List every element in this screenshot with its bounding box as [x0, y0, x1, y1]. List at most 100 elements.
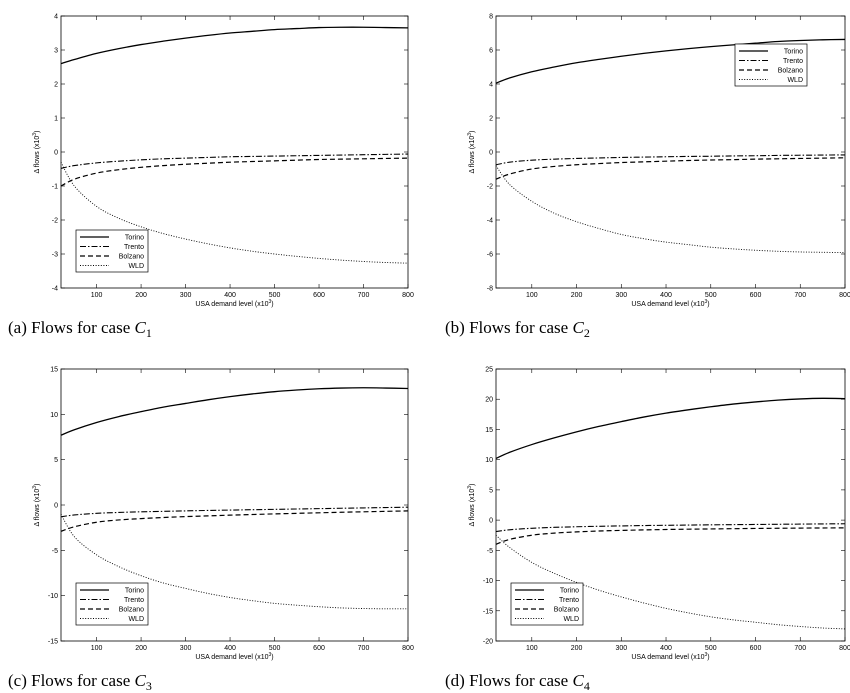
x-tick-label: 100	[526, 292, 538, 299]
x-tick-label: 800	[839, 645, 850, 652]
x-tick-label: 800	[402, 645, 414, 652]
x-tick-label: 600	[313, 645, 325, 652]
y-tick-label: 1	[54, 116, 58, 123]
legend-label: Torino	[125, 235, 144, 242]
y-tick-label: 0	[54, 150, 58, 157]
y-tick-label: 8	[489, 14, 493, 21]
series-line-trento	[60, 153, 409, 169]
legend: Torino Trento Bolzano WLD	[734, 43, 808, 87]
panel-caption: (b) Flows for case C2	[445, 318, 590, 340]
x-tick-label: 500	[269, 645, 281, 652]
series-line-wld	[495, 534, 846, 630]
x-axis-label: USA demand level (x103)	[631, 652, 709, 661]
legend-label: WLD	[128, 616, 144, 623]
y-tick-label: 5	[54, 457, 58, 464]
y-tick-label: -4	[52, 286, 58, 293]
legend-label: Bolzano	[119, 607, 144, 614]
series-line-torino	[495, 397, 846, 460]
x-tick-label: 400	[660, 645, 672, 652]
x-tick-label: 700	[358, 645, 370, 652]
panel-c: 100 200 300 400 500 600 700 800 -15 -10 -5 0 5 10 15 US…	[8, 367, 414, 693]
y-tick-label: -5	[52, 548, 58, 555]
y-tick-label: -5	[487, 548, 493, 555]
y-tick-label: 15	[485, 427, 493, 434]
x-tick-label: 300	[180, 292, 192, 299]
y-tick-label: -15	[483, 608, 493, 615]
y-tick-label: -15	[48, 639, 58, 646]
x-tick-label: 600	[750, 645, 762, 652]
legend: Torino Trento Bolzano WLD	[75, 229, 149, 273]
x-tick-label: 800	[402, 292, 414, 299]
x-tick-label: 300	[615, 645, 627, 652]
y-tick-label: 3	[54, 48, 58, 55]
legend-label: Bolzano	[119, 254, 144, 261]
y-tick-label: 10	[50, 412, 58, 419]
series-line-torino	[495, 38, 846, 84]
y-tick-label: 4	[54, 14, 58, 21]
x-tick-label: 100	[91, 645, 103, 652]
y-tick-label: -3	[52, 252, 58, 259]
y-tick-label: -1	[52, 184, 58, 191]
y-tick-label: -20	[483, 639, 493, 646]
x-tick-label: 800	[839, 292, 850, 299]
x-tick-label: 100	[526, 645, 538, 652]
series-line-trento	[60, 506, 409, 518]
legend: Torino Trento Bolzano WLD	[510, 582, 584, 626]
x-tick-label: 500	[705, 645, 717, 652]
x-axis-label: USA demand level (x103)	[631, 299, 709, 308]
series-line-torino	[60, 387, 409, 436]
y-tick-label: -4	[487, 218, 493, 225]
legend-label: Trento	[124, 244, 144, 251]
panel-d: 100 200 300 400 500 600 700 800 -20 -15 -10 -5 0 5 10 1…	[445, 367, 850, 693]
x-tick-label: 500	[705, 292, 717, 299]
y-tick-label: 20	[485, 397, 493, 404]
x-tick-label: 200	[571, 292, 583, 299]
x-tick-label: 500	[269, 292, 281, 299]
x-tick-label: 600	[313, 292, 325, 299]
panel-b: 100 200 300 400 500 600 700 800 -8 -6 -4 -2 0 2 4 6 8 USA…	[445, 14, 850, 341]
x-tick-label: 200	[135, 292, 147, 299]
x-axis-label: USA demand level (x103)	[195, 652, 273, 661]
legend-label: WLD	[787, 77, 803, 84]
legend-label: Bolzano	[554, 607, 579, 614]
y-tick-label: 5	[489, 487, 493, 494]
x-tick-label: 200	[571, 645, 583, 652]
y-tick-label: 0	[54, 503, 58, 510]
series-line-wld	[495, 165, 846, 254]
legend-label: WLD	[128, 263, 144, 270]
series-line-torino	[60, 26, 409, 65]
y-tick-label: 0	[489, 518, 493, 525]
legend-label: Torino	[560, 588, 579, 595]
panel-caption: (a) Flows for case C1	[8, 318, 152, 340]
x-tick-label: 700	[794, 645, 806, 652]
y-tick-label: 2	[489, 116, 493, 123]
y-tick-label: -6	[487, 252, 493, 259]
y-tick-label: 0	[489, 150, 493, 157]
y-tick-label: 15	[50, 367, 58, 374]
y-tick-label: -8	[487, 286, 493, 293]
x-tick-label: 400	[224, 292, 236, 299]
legend-label: Trento	[783, 58, 803, 65]
panel-caption: (c) Flows for case C3	[8, 671, 152, 693]
legend-label: Bolzano	[778, 68, 803, 75]
x-tick-label: 600	[750, 292, 762, 299]
x-tick-label: 400	[224, 645, 236, 652]
y-tick-label: 4	[489, 82, 493, 89]
x-tick-label: 300	[180, 645, 192, 652]
series-line-wld	[60, 513, 409, 610]
panel-caption: (d) Flows for case C4	[445, 671, 590, 693]
y-tick-label: -2	[52, 218, 58, 225]
legend-label: Trento	[124, 597, 144, 604]
x-tick-label: 700	[358, 292, 370, 299]
y-tick-label: 2	[54, 82, 58, 89]
legend-label: Trento	[559, 597, 579, 604]
legend-label: Torino	[125, 588, 144, 595]
legend-box	[75, 229, 149, 273]
y-axis-label: Δ flows (x103)	[467, 131, 476, 174]
series-line-bolzano	[60, 510, 409, 532]
x-tick-label: 100	[91, 292, 103, 299]
y-axis-label: Δ flows (x103)	[32, 484, 41, 527]
legend-label: WLD	[563, 616, 579, 623]
y-tick-label: 6	[489, 48, 493, 55]
